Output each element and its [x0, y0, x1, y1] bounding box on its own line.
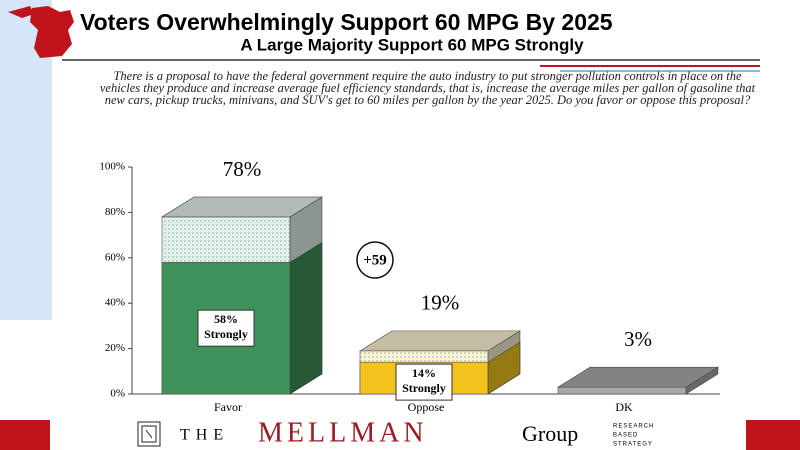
logo-icon	[141, 425, 157, 443]
corner-block	[746, 420, 800, 450]
y-tick-label: 60%	[105, 251, 125, 263]
corner-block	[0, 420, 50, 450]
bar-top	[556, 366, 720, 388]
y-tick-label: 80%	[105, 206, 125, 218]
value-label-name: Strongly	[402, 381, 446, 395]
value-label-box	[197, 309, 255, 347]
bar-segment-side	[487, 341, 521, 395]
title: Voters Overwhelmingly Support 60 MPG By …	[80, 9, 613, 35]
footer-tagline: BASED	[613, 433, 638, 439]
x-tick-label: DK	[615, 400, 633, 414]
y-tick-label: 40%	[105, 297, 125, 309]
x-tick-label: Favor	[214, 400, 242, 414]
subtitle: A Large Majority Support 60 MPG Strongly	[240, 35, 584, 54]
bar-segment-side	[289, 241, 323, 395]
value-label: 14%	[412, 366, 436, 380]
footer-tagline: RESEARCH	[613, 424, 654, 430]
value-label-box	[395, 363, 453, 401]
total-label: 78%	[223, 157, 262, 181]
total-label: 19%	[421, 291, 460, 315]
footer-tagline: STRATEGY	[613, 442, 653, 448]
bar-total-side-shade	[686, 367, 718, 394]
value-label: 58%	[214, 312, 238, 326]
annotation: +59	[363, 252, 387, 268]
y-tick-label: 20%	[105, 342, 125, 354]
y-tick-label: 100%	[99, 161, 125, 173]
question: There is a proposal to have the federal …	[99, 69, 756, 107]
bar-segment-side-shade	[290, 242, 322, 394]
state-map	[8, 6, 74, 58]
bar-segment-side-shade	[488, 342, 520, 394]
value-label-name: Strongly	[204, 327, 248, 341]
footer-group: Group	[522, 421, 578, 446]
bar-top	[160, 196, 324, 218]
annotation-circle	[356, 241, 394, 279]
bar-top	[358, 330, 522, 352]
y-tick-label: 0%	[110, 388, 125, 400]
footer-the: THE	[180, 427, 229, 444]
x-tick-label: Oppose	[408, 400, 445, 414]
footer-name: MELLMAN	[258, 417, 428, 448]
bar-top-shade	[558, 367, 718, 388]
bar-top-shade	[360, 330, 520, 351]
bar-top-shade	[162, 196, 322, 217]
total-label: 3%	[624, 327, 652, 351]
bar-total	[557, 386, 687, 395]
